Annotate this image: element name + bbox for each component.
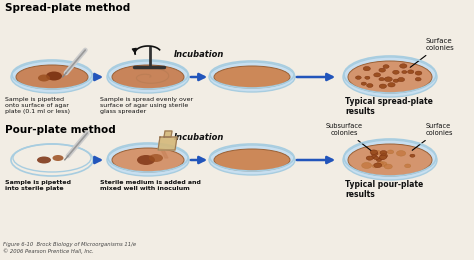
Text: Sample is pipetted
onto surface of agar
plate (0.1 ml or less): Sample is pipetted onto surface of agar … [5, 97, 70, 114]
Ellipse shape [366, 156, 373, 160]
Ellipse shape [209, 145, 295, 175]
Ellipse shape [374, 150, 381, 154]
Ellipse shape [361, 82, 366, 85]
Ellipse shape [371, 152, 378, 156]
Ellipse shape [37, 157, 51, 164]
Ellipse shape [362, 162, 372, 168]
Ellipse shape [380, 151, 387, 155]
Ellipse shape [374, 157, 379, 160]
Ellipse shape [377, 162, 383, 166]
Text: Spread-plate method: Spread-plate method [5, 3, 130, 13]
Text: Sample is pipetted
into sterile plate: Sample is pipetted into sterile plate [5, 180, 71, 191]
Ellipse shape [379, 68, 385, 72]
Ellipse shape [107, 61, 189, 93]
Ellipse shape [379, 84, 386, 88]
Ellipse shape [363, 67, 370, 71]
Ellipse shape [107, 144, 189, 176]
Ellipse shape [379, 155, 386, 159]
Ellipse shape [388, 83, 395, 87]
Polygon shape [158, 137, 177, 150]
Ellipse shape [366, 83, 373, 87]
Ellipse shape [379, 157, 384, 160]
Text: Typical pour-plate
results: Typical pour-plate results [345, 180, 423, 199]
Ellipse shape [415, 71, 422, 75]
Text: Typical spread-plate
results: Typical spread-plate results [345, 97, 433, 116]
Ellipse shape [16, 65, 88, 89]
Ellipse shape [214, 66, 290, 88]
Text: Incubation: Incubation [174, 50, 224, 59]
Ellipse shape [38, 75, 50, 81]
Ellipse shape [112, 148, 184, 172]
Ellipse shape [402, 70, 407, 74]
Ellipse shape [137, 155, 155, 165]
Ellipse shape [392, 70, 399, 74]
Ellipse shape [405, 164, 411, 168]
Text: Pour-plate method: Pour-plate method [5, 125, 116, 135]
Ellipse shape [408, 70, 414, 74]
Ellipse shape [380, 153, 388, 158]
Ellipse shape [400, 64, 407, 68]
Ellipse shape [393, 79, 399, 82]
Ellipse shape [396, 151, 406, 156]
Ellipse shape [209, 62, 295, 92]
Text: Incubation: Incubation [174, 133, 224, 142]
Ellipse shape [370, 150, 377, 154]
Ellipse shape [376, 158, 382, 161]
Text: Subsurface
colonies: Subsurface colonies [326, 123, 376, 154]
Ellipse shape [343, 140, 437, 180]
Ellipse shape [348, 144, 432, 176]
Text: Figure 6-10  Brock Biology of Microorganisms 11/e
© 2006 Pearson Prentice Hall, : Figure 6-10 Brock Biology of Microorgani… [3, 242, 136, 253]
Ellipse shape [384, 164, 392, 169]
Ellipse shape [46, 72, 62, 81]
Ellipse shape [383, 65, 389, 68]
Polygon shape [164, 131, 172, 137]
Polygon shape [161, 150, 168, 158]
Ellipse shape [380, 154, 387, 158]
Ellipse shape [11, 61, 93, 93]
Ellipse shape [387, 150, 394, 154]
Text: Sample is spread evenly over
surface of agar using sterile
glass spreader: Sample is spread evenly over surface of … [100, 97, 193, 114]
Text: Surface
colonies: Surface colonies [412, 123, 454, 150]
Ellipse shape [415, 77, 421, 81]
Ellipse shape [343, 57, 437, 97]
Ellipse shape [348, 61, 432, 93]
Ellipse shape [374, 73, 381, 77]
Ellipse shape [371, 155, 377, 159]
Ellipse shape [379, 162, 387, 166]
Ellipse shape [379, 77, 384, 81]
Ellipse shape [365, 76, 370, 79]
Ellipse shape [214, 149, 290, 171]
Ellipse shape [372, 164, 378, 168]
Ellipse shape [149, 154, 163, 162]
Ellipse shape [356, 76, 361, 79]
Text: Surface
colonies: Surface colonies [410, 38, 455, 67]
Ellipse shape [112, 65, 184, 89]
Ellipse shape [384, 77, 392, 82]
Ellipse shape [53, 155, 64, 161]
Ellipse shape [410, 154, 415, 157]
Ellipse shape [374, 163, 382, 168]
Ellipse shape [398, 77, 405, 82]
Text: Sterile medium is added and
mixed well with inoculum: Sterile medium is added and mixed well w… [100, 180, 201, 191]
